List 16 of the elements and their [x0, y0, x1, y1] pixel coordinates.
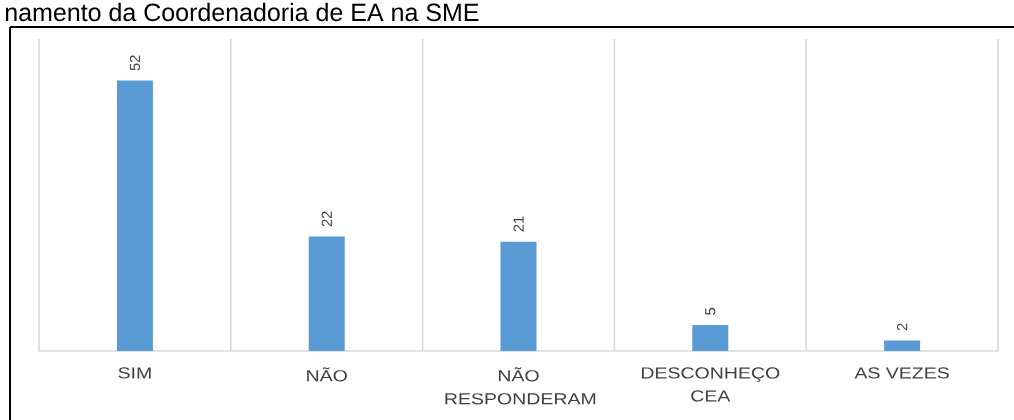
data-label: 21: [513, 216, 524, 232]
bar: [116, 80, 153, 351]
bar: [500, 241, 537, 351]
data-label: 5: [705, 307, 716, 315]
chart-title: namento da Coordenadoria de EA na SME: [5, 2, 479, 22]
x-tick-label: NÃO: [307, 367, 347, 382]
x-tick-label: NÃO RESPONDERAM: [445, 367, 596, 405]
bar: [692, 324, 729, 351]
bar: [308, 236, 345, 351]
x-tick-label: DESCONHEÇO CEA: [641, 367, 780, 402]
data-label: 52: [129, 55, 141, 71]
data-label: 22: [321, 211, 332, 227]
bar: [884, 340, 921, 351]
x-tick-label: SIM: [118, 367, 151, 379]
x-tick-label: AS VEZES: [854, 367, 949, 379]
data-label: 2: [896, 323, 908, 331]
